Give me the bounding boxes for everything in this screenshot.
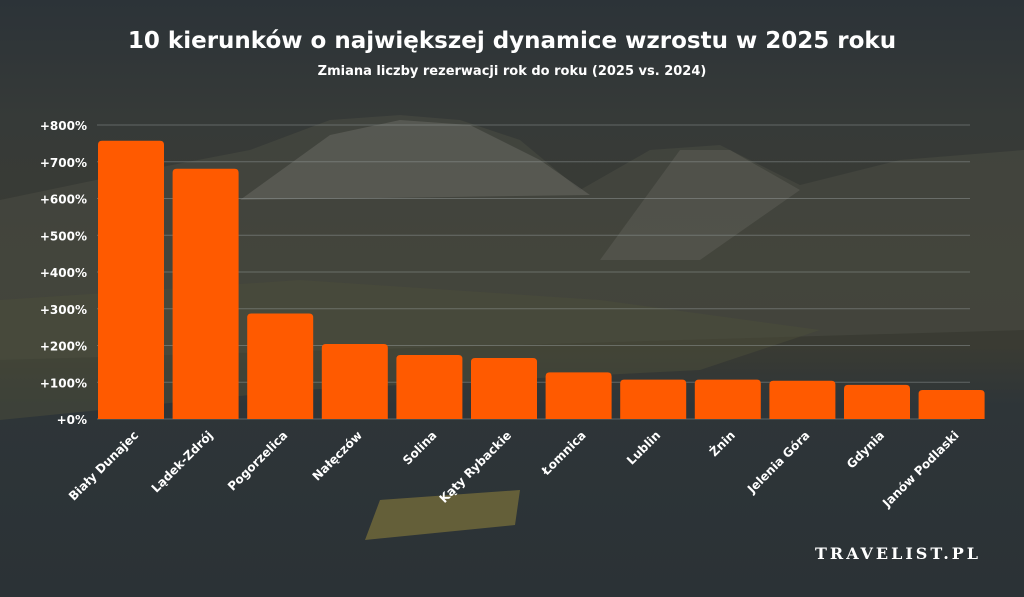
- bar: [844, 384, 910, 419]
- bar: [545, 372, 612, 419]
- x-tick-label: Biały Dunajec: [66, 428, 141, 503]
- y-tick-label: +600%: [40, 193, 87, 207]
- y-tick-label: +500%: [40, 229, 87, 243]
- y-tick-label: +0%: [57, 413, 87, 427]
- bar: [918, 389, 985, 419]
- x-tick-label: Pogorzelica: [225, 428, 290, 493]
- x-tick-label: Kąty Rybackie: [437, 428, 515, 506]
- x-tick-label: Żnin: [706, 428, 738, 460]
- x-tick-label: Jelenia Góra: [744, 428, 813, 497]
- x-tick-label: Łomnica: [538, 428, 588, 478]
- bar: [396, 355, 463, 419]
- chart-title: 10 kierunków o największej dynamice wzro…: [127, 28, 897, 54]
- bar: [769, 380, 836, 419]
- y-tick-label: +800%: [40, 119, 87, 133]
- x-tick-label: Nałęczów: [310, 428, 365, 483]
- bar: [694, 379, 761, 419]
- x-tick-label: Lądek-Zdrój: [149, 428, 216, 495]
- y-tick-label: +100%: [40, 376, 87, 390]
- chart-subtitle: Zmiana liczby rezerwacji rok do roku (20…: [317, 64, 707, 79]
- bar: [471, 357, 537, 419]
- x-tick-label: Janów Podlaski: [879, 428, 962, 511]
- y-tick-label: +300%: [40, 303, 87, 317]
- y-tick-label: +700%: [40, 156, 87, 170]
- x-tick-label: Solina: [400, 428, 439, 467]
- y-tick-label: +200%: [40, 340, 87, 354]
- bar: [98, 140, 164, 420]
- bar: [321, 344, 388, 419]
- bar: [247, 313, 314, 419]
- y-tick-label: +400%: [40, 266, 87, 280]
- travelist-logo: TRAVELIST.PL: [815, 544, 982, 563]
- x-tick-label: Lublin: [624, 428, 663, 467]
- bar: [172, 168, 239, 419]
- bar: [620, 379, 687, 419]
- x-tick-label: Gdynia: [844, 428, 887, 471]
